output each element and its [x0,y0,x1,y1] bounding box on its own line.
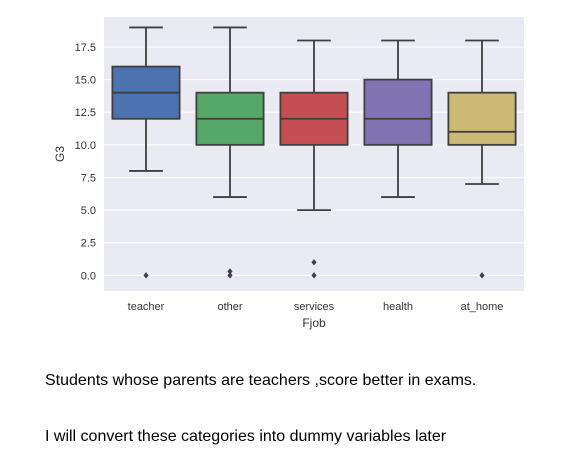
box-teacher [111,26,181,279]
iqr-box [447,91,517,146]
box-services [279,39,349,279]
caption-parents-teachers: Students whose parents are teachers ,sco… [45,372,477,389]
x-tick-labels: teacher other services health at_home [128,301,504,313]
x-axis-label: Fjob [302,316,326,330]
box-other [195,26,265,279]
x-tick-label: services [294,301,335,313]
iqr-box [363,78,433,146]
outlier-point [311,272,317,279]
y-tick-label: 10.0 [75,140,96,152]
x-tick-label: at_home [461,301,504,313]
outlier-point [143,272,149,279]
y-tick-label: 17.5 [75,42,96,54]
y-tick-labels: 0.0 2.5 5.0 7.5 10.0 12.5 15.0 17.5 [75,42,96,282]
x-tick-label: teacher [128,301,165,313]
outlier-point [227,268,233,275]
box-health [363,39,433,198]
outlier-point [479,272,485,279]
x-tick-label: other [217,301,242,313]
caption-dummy-variables: I will convert these categories into dum… [45,428,447,445]
outlier-point [311,259,317,266]
y-tick-label: 7.5 [81,172,96,184]
y-tick-label: 15.0 [75,75,96,87]
box-at_home [447,39,517,279]
boxes-group [111,26,517,279]
y-tick-label: 5.0 [81,205,96,217]
outlier-point [227,272,233,279]
box-plot-chart: 0.0 2.5 5.0 7.5 10.0 12.5 15.0 17.5 teacher othe… [53,17,524,330]
y-tick-label: 12.5 [75,107,96,119]
y-tick-label: 2.5 [81,238,96,250]
y-tick-label: 0.0 [81,270,96,282]
x-tick-label: health [383,301,413,313]
y-axis-label: G3 [53,146,67,162]
